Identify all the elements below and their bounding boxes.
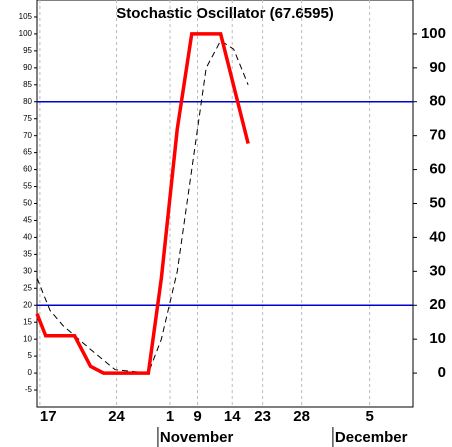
y-tick-label: 30 (23, 266, 32, 275)
y2-tick-label: 80 (429, 93, 446, 110)
y2-tick-label: 60 (429, 161, 446, 178)
line-series (36, 39, 249, 374)
y-tick-label: 95 (23, 46, 32, 55)
y-tick-label: 75 (23, 114, 32, 123)
y-tick-label: 15 (23, 317, 32, 326)
y2-tick-label: 90 (429, 59, 446, 76)
x-tick-label: 1 (166, 408, 174, 425)
y-tick-label: 90 (23, 63, 32, 72)
y-tick-label: 0 (28, 368, 33, 377)
line-series (35, 32, 250, 375)
y-tick-label: 35 (23, 249, 32, 258)
month-label: November (160, 429, 234, 446)
x-tick-label: 24 (108, 408, 125, 425)
y-tick-label: 65 (23, 148, 32, 157)
x-tick-label: 28 (293, 408, 310, 425)
y-tick-label: 55 (23, 182, 32, 191)
y2-tick-label: 10 (429, 330, 446, 347)
x-tick-label: 9 (193, 408, 201, 425)
plot-frame (36, 0, 414, 408)
y2-tick-label: 0 (438, 364, 446, 381)
y2-tick-label: 100 (421, 25, 446, 42)
y2-tick-label: 20 (429, 296, 446, 313)
month-label: December (335, 429, 408, 446)
x-tick-label: 5 (365, 408, 373, 425)
y-tick-label: 50 (23, 199, 32, 208)
y-tick-label: 70 (23, 131, 32, 140)
y2-tick-label: 70 (429, 127, 446, 144)
y-tick-label: 5 (28, 351, 33, 360)
y2-tick-label: 40 (429, 228, 446, 245)
y-tick-label: 105 (19, 12, 33, 21)
y-tick-label: 40 (23, 233, 32, 242)
y-tick-label: 85 (23, 80, 32, 89)
y-tick-label: 80 (23, 97, 32, 106)
x-tick-label: 17 (40, 408, 57, 425)
y-tick-label: 60 (23, 165, 32, 174)
y-tick-label: 10 (23, 334, 32, 343)
y2-tick-label: 30 (429, 262, 446, 279)
y-tick-label: 25 (23, 283, 32, 292)
y-tick-label: 45 (23, 216, 32, 225)
chart-title: Stochastic Oscillator (67.6595) (116, 5, 334, 22)
y2-tick-label: 50 (429, 194, 446, 211)
y-tick-label: -5 (25, 385, 33, 394)
y-tick-label: 100 (19, 29, 33, 38)
x-tick-label: 23 (254, 408, 271, 425)
y-tick-label: 20 (23, 300, 32, 309)
x-tick-label: 14 (224, 408, 241, 425)
